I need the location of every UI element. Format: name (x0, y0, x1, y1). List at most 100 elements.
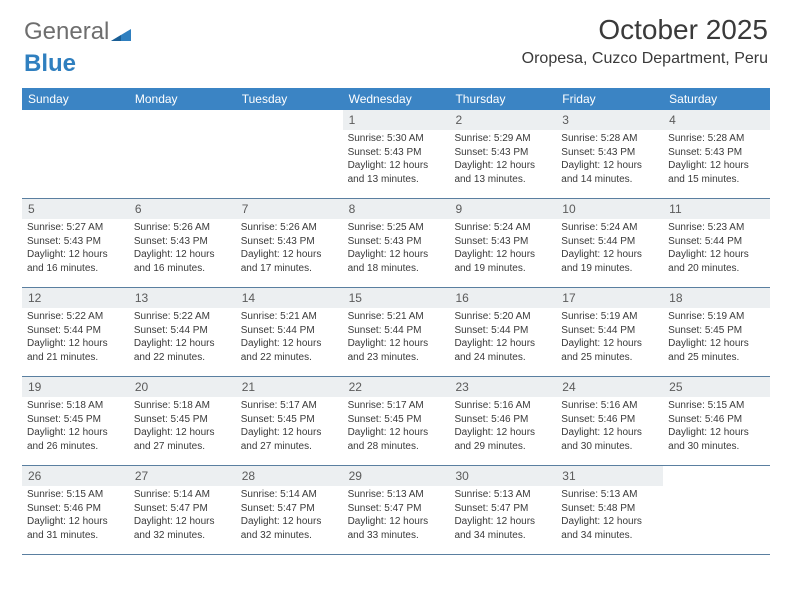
daylight-text: Daylight: 12 hours and 24 minutes. (454, 337, 551, 364)
calendar-week-row: 1Sunrise: 5:30 AMSunset: 5:43 PMDaylight… (22, 110, 770, 199)
day-info: Sunrise: 5:25 AMSunset: 5:43 PMDaylight:… (343, 221, 450, 279)
day-info: Sunrise: 5:16 AMSunset: 5:46 PMDaylight:… (556, 399, 663, 457)
calendar-cell: 30Sunrise: 5:13 AMSunset: 5:47 PMDayligh… (449, 466, 556, 554)
sunrise-text: Sunrise: 5:13 AM (348, 488, 445, 502)
daylight-text: Daylight: 12 hours and 32 minutes. (241, 515, 338, 542)
calendar-cell: 5Sunrise: 5:27 AMSunset: 5:43 PMDaylight… (22, 199, 129, 287)
calendar-cell (236, 110, 343, 198)
weeks-container: 1Sunrise: 5:30 AMSunset: 5:43 PMDaylight… (22, 110, 770, 555)
day-number: 23 (449, 377, 556, 397)
sunrise-text: Sunrise: 5:17 AM (348, 399, 445, 413)
day-number: 5 (22, 199, 129, 219)
day-info: Sunrise: 5:22 AMSunset: 5:44 PMDaylight:… (129, 310, 236, 368)
calendar-cell: 3Sunrise: 5:28 AMSunset: 5:43 PMDaylight… (556, 110, 663, 198)
sunrise-text: Sunrise: 5:13 AM (561, 488, 658, 502)
day-info: Sunrise: 5:28 AMSunset: 5:43 PMDaylight:… (663, 132, 770, 190)
calendar-cell (22, 110, 129, 198)
day-number: 9 (449, 199, 556, 219)
calendar-cell: 29Sunrise: 5:13 AMSunset: 5:47 PMDayligh… (343, 466, 450, 554)
sunset-text: Sunset: 5:43 PM (27, 235, 124, 249)
day-number (663, 466, 770, 486)
sunset-text: Sunset: 5:44 PM (241, 324, 338, 338)
daylight-text: Daylight: 12 hours and 13 minutes. (454, 159, 551, 186)
day-info: Sunrise: 5:16 AMSunset: 5:46 PMDaylight:… (449, 399, 556, 457)
day-info: Sunrise: 5:27 AMSunset: 5:43 PMDaylight:… (22, 221, 129, 279)
sunrise-text: Sunrise: 5:15 AM (668, 399, 765, 413)
daylight-text: Daylight: 12 hours and 19 minutes. (561, 248, 658, 275)
day-number: 29 (343, 466, 450, 486)
calendar-cell: 22Sunrise: 5:17 AMSunset: 5:45 PMDayligh… (343, 377, 450, 465)
daylight-text: Daylight: 12 hours and 31 minutes. (27, 515, 124, 542)
day-info: Sunrise: 5:17 AMSunset: 5:45 PMDaylight:… (236, 399, 343, 457)
day-number: 28 (236, 466, 343, 486)
day-info: Sunrise: 5:19 AMSunset: 5:44 PMDaylight:… (556, 310, 663, 368)
sunrise-text: Sunrise: 5:16 AM (561, 399, 658, 413)
calendar-cell: 24Sunrise: 5:16 AMSunset: 5:46 PMDayligh… (556, 377, 663, 465)
day-number: 13 (129, 288, 236, 308)
day-info: Sunrise: 5:30 AMSunset: 5:43 PMDaylight:… (343, 132, 450, 190)
day-number: 2 (449, 110, 556, 130)
sunrise-text: Sunrise: 5:21 AM (241, 310, 338, 324)
day-number: 20 (129, 377, 236, 397)
calendar-cell: 2Sunrise: 5:29 AMSunset: 5:43 PMDaylight… (449, 110, 556, 198)
day-info: Sunrise: 5:13 AMSunset: 5:47 PMDaylight:… (343, 488, 450, 546)
calendar-week-row: 19Sunrise: 5:18 AMSunset: 5:45 PMDayligh… (22, 377, 770, 466)
daylight-text: Daylight: 12 hours and 27 minutes. (241, 426, 338, 453)
sunset-text: Sunset: 5:43 PM (348, 235, 445, 249)
day-number: 10 (556, 199, 663, 219)
sunset-text: Sunset: 5:46 PM (668, 413, 765, 427)
day-number: 18 (663, 288, 770, 308)
sunset-text: Sunset: 5:44 PM (348, 324, 445, 338)
calendar-cell: 18Sunrise: 5:19 AMSunset: 5:45 PMDayligh… (663, 288, 770, 376)
month-title: October 2025 (522, 14, 768, 46)
sunrise-text: Sunrise: 5:16 AM (454, 399, 551, 413)
daylight-text: Daylight: 12 hours and 16 minutes. (134, 248, 231, 275)
daylight-text: Daylight: 12 hours and 21 minutes. (27, 337, 124, 364)
calendar-cell: 14Sunrise: 5:21 AMSunset: 5:44 PMDayligh… (236, 288, 343, 376)
calendar-cell: 16Sunrise: 5:20 AMSunset: 5:44 PMDayligh… (449, 288, 556, 376)
day-number: 17 (556, 288, 663, 308)
day-number: 16 (449, 288, 556, 308)
daylight-text: Daylight: 12 hours and 17 minutes. (241, 248, 338, 275)
calendar-week-row: 26Sunrise: 5:15 AMSunset: 5:46 PMDayligh… (22, 466, 770, 555)
day-label-fri: Friday (556, 88, 663, 110)
daylight-text: Daylight: 12 hours and 30 minutes. (561, 426, 658, 453)
calendar-cell (129, 110, 236, 198)
calendar: Sunday Monday Tuesday Wednesday Thursday… (22, 88, 770, 555)
sunset-text: Sunset: 5:44 PM (134, 324, 231, 338)
sunset-text: Sunset: 5:43 PM (668, 146, 765, 160)
day-number: 1 (343, 110, 450, 130)
day-info: Sunrise: 5:29 AMSunset: 5:43 PMDaylight:… (449, 132, 556, 190)
calendar-cell: 26Sunrise: 5:15 AMSunset: 5:46 PMDayligh… (22, 466, 129, 554)
sunrise-text: Sunrise: 5:24 AM (454, 221, 551, 235)
sunset-text: Sunset: 5:44 PM (561, 235, 658, 249)
sunrise-text: Sunrise: 5:27 AM (27, 221, 124, 235)
calendar-cell: 23Sunrise: 5:16 AMSunset: 5:46 PMDayligh… (449, 377, 556, 465)
sunrise-text: Sunrise: 5:28 AM (561, 132, 658, 146)
daylight-text: Daylight: 12 hours and 20 minutes. (668, 248, 765, 275)
sunset-text: Sunset: 5:47 PM (134, 502, 231, 516)
daylight-text: Daylight: 12 hours and 13 minutes. (348, 159, 445, 186)
calendar-cell: 4Sunrise: 5:28 AMSunset: 5:43 PMDaylight… (663, 110, 770, 198)
day-info: Sunrise: 5:19 AMSunset: 5:45 PMDaylight:… (663, 310, 770, 368)
calendar-cell: 13Sunrise: 5:22 AMSunset: 5:44 PMDayligh… (129, 288, 236, 376)
calendar-cell: 11Sunrise: 5:23 AMSunset: 5:44 PMDayligh… (663, 199, 770, 287)
sunrise-text: Sunrise: 5:22 AM (27, 310, 124, 324)
daylight-text: Daylight: 12 hours and 25 minutes. (668, 337, 765, 364)
day-label-sun: Sunday (22, 88, 129, 110)
sunset-text: Sunset: 5:46 PM (27, 502, 124, 516)
calendar-cell: 1Sunrise: 5:30 AMSunset: 5:43 PMDaylight… (343, 110, 450, 198)
day-number: 22 (343, 377, 450, 397)
header-right: October 2025 Oropesa, Cuzco Department, … (522, 14, 768, 68)
daylight-text: Daylight: 12 hours and 15 minutes. (668, 159, 765, 186)
day-number: 19 (22, 377, 129, 397)
sunset-text: Sunset: 5:45 PM (348, 413, 445, 427)
day-info: Sunrise: 5:15 AMSunset: 5:46 PMDaylight:… (663, 399, 770, 457)
day-number: 25 (663, 377, 770, 397)
daylight-text: Daylight: 12 hours and 22 minutes. (134, 337, 231, 364)
day-info: Sunrise: 5:21 AMSunset: 5:44 PMDaylight:… (236, 310, 343, 368)
day-number: 21 (236, 377, 343, 397)
sunrise-text: Sunrise: 5:23 AM (668, 221, 765, 235)
day-label-thu: Thursday (449, 88, 556, 110)
day-number: 4 (663, 110, 770, 130)
